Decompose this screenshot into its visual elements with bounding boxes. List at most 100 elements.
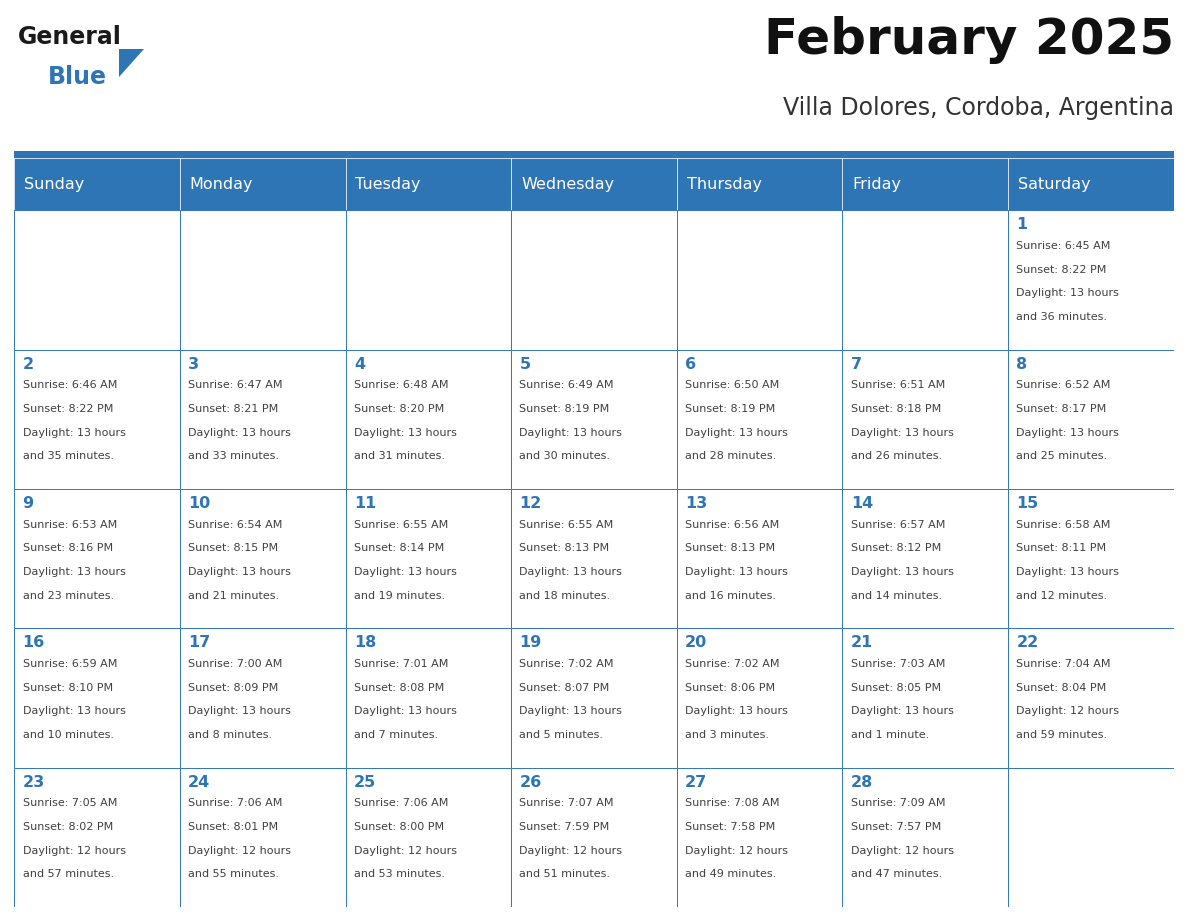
Text: Sunset: 8:19 PM: Sunset: 8:19 PM	[519, 404, 609, 414]
Polygon shape	[119, 49, 144, 77]
Text: Sunrise: 6:51 AM: Sunrise: 6:51 AM	[851, 380, 944, 390]
Text: 28: 28	[851, 775, 873, 789]
Text: and 23 minutes.: and 23 minutes.	[23, 590, 114, 600]
Text: Sunset: 8:13 PM: Sunset: 8:13 PM	[685, 543, 776, 554]
Text: Daylight: 13 hours: Daylight: 13 hours	[851, 428, 954, 438]
Text: Sunset: 8:18 PM: Sunset: 8:18 PM	[851, 404, 941, 414]
Text: Sunset: 8:16 PM: Sunset: 8:16 PM	[23, 543, 113, 554]
Text: Daylight: 13 hours: Daylight: 13 hours	[188, 428, 291, 438]
Text: Sunset: 8:11 PM: Sunset: 8:11 PM	[1017, 543, 1106, 554]
Text: Villa Dolores, Cordoba, Argentina: Villa Dolores, Cordoba, Argentina	[783, 95, 1174, 119]
Text: Sunset: 7:59 PM: Sunset: 7:59 PM	[519, 822, 609, 832]
Text: Sunrise: 7:08 AM: Sunrise: 7:08 AM	[685, 799, 779, 808]
Text: and 49 minutes.: and 49 minutes.	[685, 869, 776, 879]
Text: and 12 minutes.: and 12 minutes.	[1017, 590, 1107, 600]
Text: Sunrise: 7:06 AM: Sunrise: 7:06 AM	[354, 799, 448, 808]
Text: Daylight: 13 hours: Daylight: 13 hours	[1017, 428, 1119, 438]
Text: Sunrise: 6:54 AM: Sunrise: 6:54 AM	[188, 520, 283, 530]
Text: Daylight: 13 hours: Daylight: 13 hours	[188, 706, 291, 716]
Text: and 21 minutes.: and 21 minutes.	[188, 590, 279, 600]
Text: and 57 minutes.: and 57 minutes.	[23, 869, 114, 879]
Text: Daylight: 13 hours: Daylight: 13 hours	[851, 567, 954, 577]
Text: Sunrise: 6:55 AM: Sunrise: 6:55 AM	[519, 520, 614, 530]
Text: Sunset: 8:19 PM: Sunset: 8:19 PM	[685, 404, 776, 414]
Text: and 18 minutes.: and 18 minutes.	[519, 590, 611, 600]
Text: and 31 minutes.: and 31 minutes.	[354, 452, 444, 462]
Text: Daylight: 13 hours: Daylight: 13 hours	[354, 567, 456, 577]
Text: Sunset: 8:22 PM: Sunset: 8:22 PM	[23, 404, 113, 414]
Text: Friday: Friday	[853, 176, 902, 192]
Text: Sunset: 8:05 PM: Sunset: 8:05 PM	[851, 683, 941, 692]
Text: 13: 13	[685, 496, 707, 511]
Text: Sunrise: 7:03 AM: Sunrise: 7:03 AM	[851, 659, 946, 669]
Text: and 14 minutes.: and 14 minutes.	[851, 590, 942, 600]
Text: and 30 minutes.: and 30 minutes.	[519, 452, 611, 462]
Text: Monday: Monday	[190, 176, 253, 192]
Text: Sunrise: 6:56 AM: Sunrise: 6:56 AM	[685, 520, 779, 530]
Text: and 16 minutes.: and 16 minutes.	[685, 590, 776, 600]
Text: 8: 8	[1017, 356, 1028, 372]
Text: Wednesday: Wednesday	[522, 176, 614, 192]
Text: 27: 27	[685, 775, 707, 789]
Text: Sunset: 8:09 PM: Sunset: 8:09 PM	[188, 683, 278, 692]
Text: Sunset: 8:17 PM: Sunset: 8:17 PM	[1017, 404, 1107, 414]
Text: Sunrise: 7:06 AM: Sunrise: 7:06 AM	[188, 799, 283, 808]
Text: and 33 minutes.: and 33 minutes.	[188, 452, 279, 462]
Text: and 36 minutes.: and 36 minutes.	[1017, 312, 1107, 322]
Text: Sunset: 8:01 PM: Sunset: 8:01 PM	[188, 822, 278, 832]
Text: Sunrise: 7:00 AM: Sunrise: 7:00 AM	[188, 659, 283, 669]
Text: Sunset: 8:04 PM: Sunset: 8:04 PM	[1017, 683, 1107, 692]
Text: Sunrise: 7:07 AM: Sunrise: 7:07 AM	[519, 799, 614, 808]
Text: and 5 minutes.: and 5 minutes.	[519, 730, 604, 740]
Text: and 28 minutes.: and 28 minutes.	[685, 452, 776, 462]
Text: Daylight: 13 hours: Daylight: 13 hours	[354, 428, 456, 438]
Text: 23: 23	[23, 775, 45, 789]
Text: 11: 11	[354, 496, 377, 511]
Text: Sunrise: 7:02 AM: Sunrise: 7:02 AM	[685, 659, 779, 669]
Text: 18: 18	[354, 635, 377, 650]
Text: Daylight: 13 hours: Daylight: 13 hours	[519, 428, 623, 438]
Text: and 26 minutes.: and 26 minutes.	[851, 452, 942, 462]
Text: 16: 16	[23, 635, 45, 650]
Text: Daylight: 13 hours: Daylight: 13 hours	[354, 706, 456, 716]
Text: Sunset: 7:57 PM: Sunset: 7:57 PM	[851, 822, 941, 832]
Text: 7: 7	[851, 356, 861, 372]
Text: Daylight: 12 hours: Daylight: 12 hours	[23, 845, 126, 856]
Text: Sunset: 8:10 PM: Sunset: 8:10 PM	[23, 683, 113, 692]
Text: Sunset: 8:07 PM: Sunset: 8:07 PM	[519, 683, 609, 692]
Text: Daylight: 12 hours: Daylight: 12 hours	[685, 845, 788, 856]
Text: 1: 1	[1017, 218, 1028, 232]
Text: Sunrise: 6:48 AM: Sunrise: 6:48 AM	[354, 380, 448, 390]
Text: and 3 minutes.: and 3 minutes.	[685, 730, 769, 740]
Text: and 47 minutes.: and 47 minutes.	[851, 869, 942, 879]
Text: Sunset: 8:22 PM: Sunset: 8:22 PM	[1017, 264, 1107, 274]
Text: Sunrise: 6:59 AM: Sunrise: 6:59 AM	[23, 659, 116, 669]
Text: Thursday: Thursday	[687, 176, 762, 192]
Text: Daylight: 13 hours: Daylight: 13 hours	[1017, 288, 1119, 298]
Text: Sunset: 8:06 PM: Sunset: 8:06 PM	[685, 683, 776, 692]
Text: and 7 minutes.: and 7 minutes.	[354, 730, 438, 740]
Text: 19: 19	[519, 635, 542, 650]
Text: Daylight: 13 hours: Daylight: 13 hours	[685, 706, 788, 716]
Text: Sunset: 8:15 PM: Sunset: 8:15 PM	[188, 543, 278, 554]
Text: Daylight: 13 hours: Daylight: 13 hours	[851, 706, 954, 716]
Text: 6: 6	[685, 356, 696, 372]
Text: Daylight: 12 hours: Daylight: 12 hours	[519, 845, 623, 856]
Text: Daylight: 13 hours: Daylight: 13 hours	[685, 567, 788, 577]
Text: and 25 minutes.: and 25 minutes.	[1017, 452, 1107, 462]
Text: 20: 20	[685, 635, 707, 650]
Text: and 51 minutes.: and 51 minutes.	[519, 869, 611, 879]
Text: Sunrise: 6:49 AM: Sunrise: 6:49 AM	[519, 380, 614, 390]
Text: Daylight: 12 hours: Daylight: 12 hours	[1017, 706, 1119, 716]
Text: Daylight: 13 hours: Daylight: 13 hours	[188, 567, 291, 577]
Text: Sunrise: 6:53 AM: Sunrise: 6:53 AM	[23, 520, 116, 530]
Text: Daylight: 13 hours: Daylight: 13 hours	[23, 706, 126, 716]
Text: Daylight: 12 hours: Daylight: 12 hours	[851, 845, 954, 856]
Text: Sunrise: 6:57 AM: Sunrise: 6:57 AM	[851, 520, 946, 530]
Text: Sunday: Sunday	[24, 176, 84, 192]
Text: 5: 5	[519, 356, 531, 372]
Text: Sunrise: 6:55 AM: Sunrise: 6:55 AM	[354, 520, 448, 530]
Text: 12: 12	[519, 496, 542, 511]
Text: Sunset: 8:02 PM: Sunset: 8:02 PM	[23, 822, 113, 832]
Text: Sunset: 8:12 PM: Sunset: 8:12 PM	[851, 543, 941, 554]
